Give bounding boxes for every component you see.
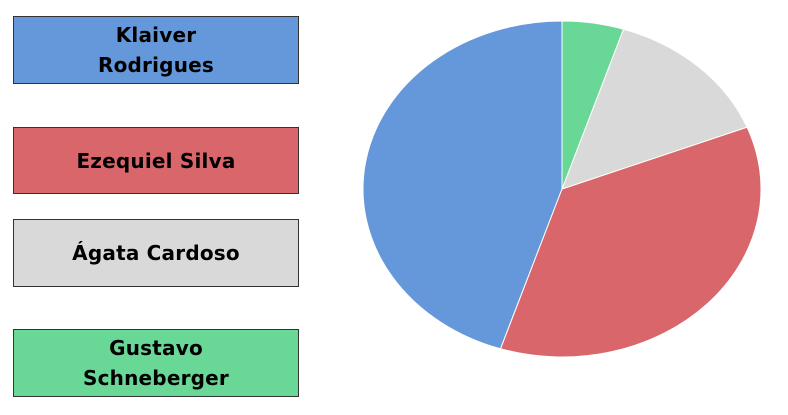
pie-slice-gustavo-schneberger bbox=[561, 20, 625, 190]
legend-label: Ágata Cardoso bbox=[72, 241, 240, 265]
legend-item-klaiver-rodrigues: Klaiver Rodrigues bbox=[13, 16, 299, 84]
legend-item-gustavo-schneberger: Gustavo Schneberger bbox=[13, 329, 299, 397]
legend-item-agata-cardoso: Ágata Cardoso bbox=[13, 219, 299, 287]
pie-slice-ezequiel-silva bbox=[499, 126, 762, 358]
pie-slice-klaiver-rodrigues bbox=[362, 20, 563, 350]
legend-label: Klaiver Rodrigues bbox=[98, 23, 214, 77]
legend-label: Gustavo Schneberger bbox=[83, 336, 229, 390]
legend-item-ezequiel-silva: Ezequiel Silva bbox=[13, 127, 299, 194]
legend-label: Ezequiel Silva bbox=[76, 148, 236, 173]
